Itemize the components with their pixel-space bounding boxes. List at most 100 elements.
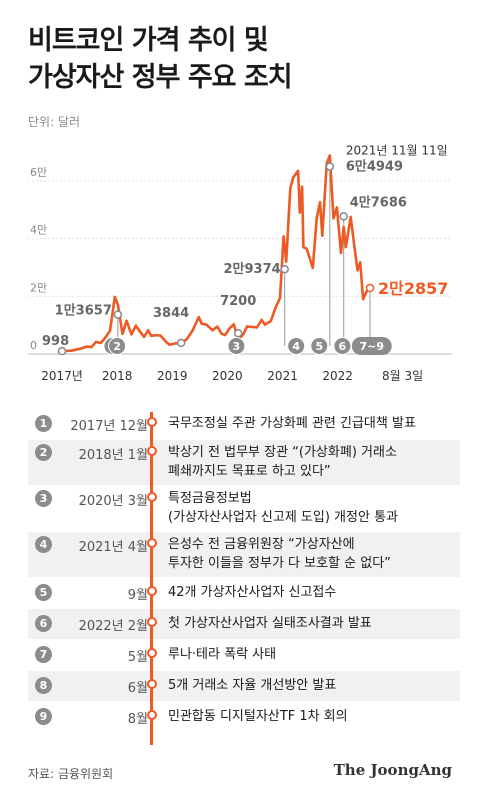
value-point	[113, 310, 123, 319]
value-point	[339, 212, 348, 221]
source-note: 자료: 금융위원회	[28, 767, 114, 781]
value-point	[176, 338, 186, 348]
event-description-line: 특정금융정보법	[168, 491, 252, 506]
latest-price-label: 2만2857	[378, 279, 448, 298]
timeline-line	[150, 412, 153, 745]
event-description: 특정금융정보법 (가상자산사업자 신고제 도입) 개정안 통과	[168, 489, 454, 527]
event-meta: 2 2018년 1월	[28, 440, 148, 485]
event-date: 2018년 1월	[78, 448, 148, 463]
value-point	[280, 264, 289, 274]
event-date: 5월	[127, 650, 148, 665]
value-point	[325, 162, 335, 171]
event-row: 3 2020년 3월 특정금융정보법 (가상자산사업자 신고제 도입) 개정안 통과	[28, 485, 460, 531]
value-label: 2만9374	[224, 261, 281, 277]
value-label: 7200	[220, 294, 256, 309]
event-marker-label: 3	[233, 340, 241, 353]
event-description-line: 투자한 이들을 정부가 다 보호할 순 없다”	[168, 556, 391, 571]
event-number-badge: 3	[35, 489, 52, 507]
event-description-line: 폐쇄까지도 목표로 하고 있다”	[168, 464, 331, 479]
title-line: 비트코인 가격 추이 및	[28, 25, 269, 56]
event-description: 민관합동 디지털자산TF 1차 회의	[168, 707, 454, 726]
value-point	[365, 283, 375, 293]
event-description-line: 42개 가상자산사업자 신고접수	[168, 585, 337, 600]
event-meta: 4 2021년 4월	[28, 532, 148, 577]
event-description-line: 첫 가상자산사업자 실태조사결과 발표	[168, 616, 372, 631]
event-meta: 1 2017년 12월	[28, 409, 148, 439]
value-point	[57, 346, 67, 356]
event-meta: 5 9월	[28, 578, 148, 608]
event-date: 9월	[127, 588, 148, 603]
timeline-dot	[146, 492, 157, 502]
event-row: 5 9월 42개 가상자산사업자 신고접수	[28, 577, 460, 608]
x-tick-label: 2020	[212, 369, 243, 383]
timeline-dot	[146, 710, 157, 720]
event-row: 8 6월 5개 거래소 자율 개선방안 발표	[28, 670, 460, 701]
peak-date-label: 2021년 11월 11일	[346, 144, 448, 158]
y-tick-label: 4만	[30, 224, 47, 237]
event-date: 2020년 3월	[78, 494, 148, 509]
x-tick-label: 8월 3일	[382, 369, 423, 383]
event-number-badge: 4	[35, 535, 52, 553]
x-tick-label: 2017년	[41, 369, 83, 383]
event-description: 루나·테라 폭락 사태	[168, 645, 454, 664]
events-list: 1 2017년 12월 국무조정실 주관 가상화폐 관련 긴급대책 발표 2 2018년…	[28, 408, 460, 732]
x-tick-label: 2019	[157, 369, 188, 383]
event-row: 6 2022년 2월 첫 가상자산사업자 실태조사결과 발표	[28, 608, 460, 639]
timeline-dot	[146, 679, 157, 689]
x-tick-label: 2018	[102, 369, 133, 383]
event-description-line: 루나·테라 폭락 사태	[168, 647, 277, 662]
event-date: 2022년 2월	[78, 619, 148, 634]
event-marker-range	[351, 337, 392, 355]
timeline-dot	[146, 417, 157, 427]
event-number-badge: 6	[35, 614, 52, 632]
event-marker-label: 4	[292, 340, 300, 353]
value-label: 3844	[153, 306, 189, 321]
event-date: 8월	[127, 712, 148, 727]
timeline-dot	[146, 586, 157, 596]
event-marker-label: 5	[315, 340, 323, 353]
title-line: 가상자산 정부 주요 조치	[28, 62, 293, 93]
event-description-line: 국무조정실 주관 가상화폐 관련 긴급대책 발표	[168, 416, 416, 431]
event-description: 국무조정실 주관 가상화폐 관련 긴급대책 발표	[168, 414, 454, 433]
event-description-line: 은성수 전 금융위원장 “가상자산에	[168, 537, 355, 552]
x-tick-label: 2022	[322, 369, 353, 383]
event-marker	[227, 337, 246, 355]
y-tick-label: 2만	[30, 281, 47, 294]
event-date: 2017년 12월	[70, 419, 148, 434]
event-row: 7 5월 루나·테라 폭락 사태	[28, 639, 460, 670]
event-description: 5개 거래소 자율 개선방안 발표	[168, 676, 454, 695]
price-chart: 0 2만 4만 6만 2017년 2018 2019 2020 2021 2022 8월 3일 998…	[28, 144, 452, 383]
event-marker	[287, 337, 306, 355]
price-line	[61, 154, 372, 353]
x-tick-label: 2021	[267, 369, 298, 383]
event-description: 첫 가상자산사업자 실태조사결과 발표	[168, 614, 454, 633]
event-marker	[333, 337, 352, 355]
timeline-dot	[146, 538, 157, 548]
event-marker-label: 7~9	[359, 340, 384, 353]
event-number-badge: 1	[35, 414, 52, 432]
event-meta: 8 6월	[28, 671, 148, 701]
y-tick-label: 6만	[30, 166, 47, 179]
value-label: 6만4949	[346, 159, 403, 175]
event-description-line: (가상자산사업자 신고제 도입) 개정안 통과	[168, 510, 398, 525]
value-label: 1만3657	[55, 303, 112, 319]
event-number-badge: 2	[35, 443, 52, 461]
value-point	[233, 328, 243, 338]
event-number-badge: 5	[35, 583, 52, 601]
event-date: 6월	[127, 681, 148, 696]
event-description-line: 박상기 전 법무부 장관 “(가상화폐) 거래소	[168, 445, 397, 460]
event-marker-label: 2	[113, 340, 121, 353]
event-number-badge: 8	[35, 676, 52, 694]
event-meta: 3 2020년 3월	[28, 486, 148, 531]
event-meta: 7 5월	[28, 640, 148, 670]
event-description-line: 민관합동 디지털자산TF 1차 회의	[168, 709, 348, 724]
event-description: 42개 가상자산사업자 신고접수	[168, 583, 454, 602]
timeline-dot	[146, 648, 157, 658]
event-row: 9 8월 민관합동 디지털자산TF 1차 회의	[28, 701, 460, 732]
brand-logo: The JoongAng	[333, 761, 452, 779]
event-description-line: 5개 거래소 자율 개선방안 발표	[168, 678, 337, 693]
